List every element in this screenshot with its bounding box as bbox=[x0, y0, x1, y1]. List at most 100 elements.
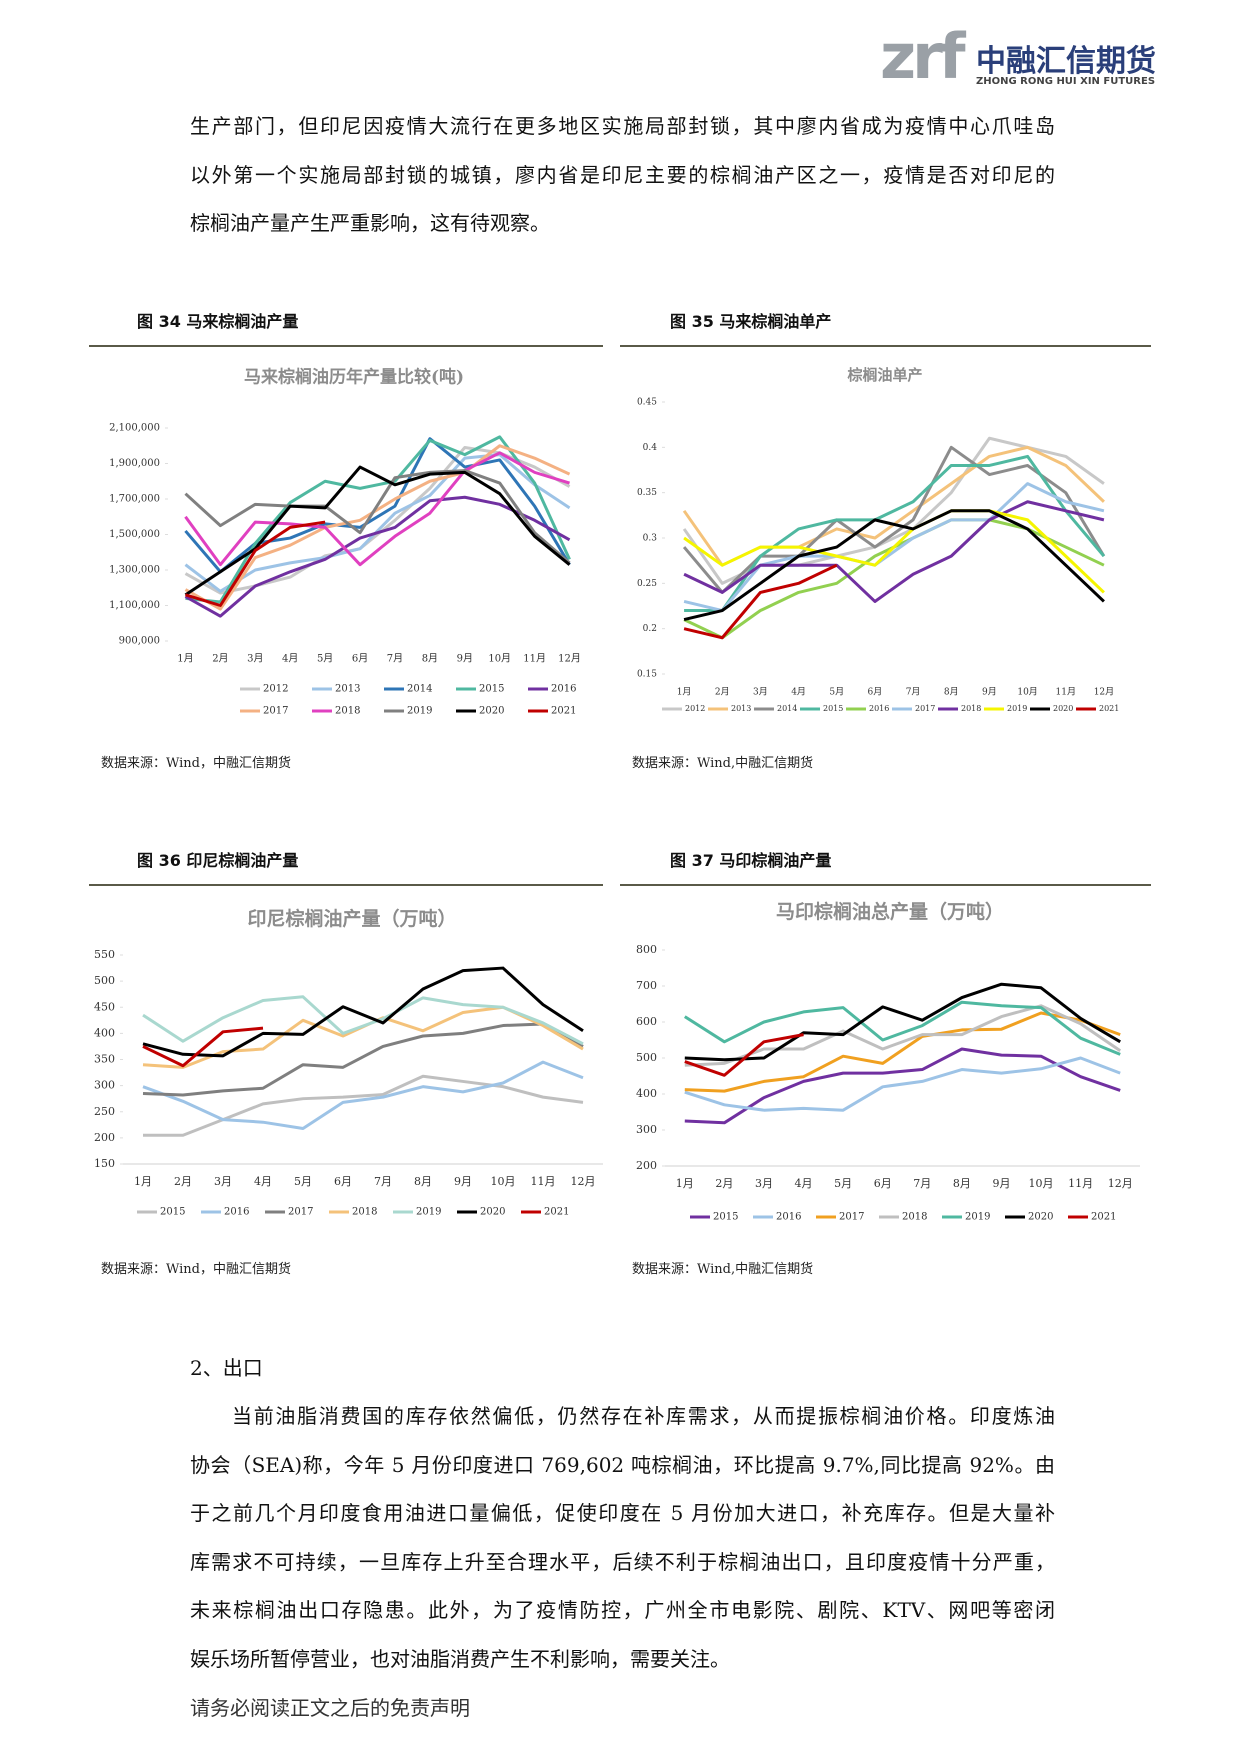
y-tick-label: 200 bbox=[636, 1159, 657, 1172]
chart-title: 马来棕榈油历年产量比较(吨) bbox=[244, 367, 464, 388]
x-tick-label: 11月 bbox=[523, 653, 546, 665]
series-line bbox=[684, 1004, 1122, 1067]
legend-label: 2017 bbox=[288, 1207, 313, 1218]
series-line bbox=[684, 1047, 1121, 1125]
x-tick-label: 3月 bbox=[753, 687, 768, 698]
x-tick-label: 8月 bbox=[953, 1177, 971, 1190]
legend-label: 2015 bbox=[713, 1212, 738, 1223]
x-tick-label: 2月 bbox=[174, 1175, 192, 1188]
legend-label: 2018 bbox=[902, 1212, 927, 1223]
legend-label: 2013 bbox=[731, 704, 751, 713]
y-tick-label: 300 bbox=[636, 1123, 657, 1136]
series-line bbox=[142, 966, 584, 1058]
series-line bbox=[683, 500, 1105, 603]
x-tick-label: 8月 bbox=[944, 687, 959, 698]
y-tick-label: 150 bbox=[94, 1157, 115, 1170]
x-tick-label: 4月 bbox=[791, 687, 806, 698]
series-line bbox=[184, 465, 571, 597]
y-tick-label: 550 bbox=[94, 948, 115, 961]
x-tick-label: 12月 bbox=[1094, 687, 1114, 698]
figure-caption: 图 34 马来棕榈油产量 bbox=[137, 312, 299, 331]
paragraph-line: 娱乐场所暂停营业，也对油脂消费产生不利影响，需要关注。 bbox=[190, 1646, 730, 1671]
x-tick-label: 7月 bbox=[913, 1177, 931, 1190]
x-tick-label: 4月 bbox=[795, 1177, 813, 1190]
series-line bbox=[142, 1026, 264, 1068]
x-tick-label: 2月 bbox=[715, 1177, 733, 1190]
x-tick-label: 6月 bbox=[868, 687, 883, 698]
legend-label: 2017 bbox=[915, 704, 935, 713]
legend-label: 2020 bbox=[479, 706, 504, 717]
x-tick-label: 10月 bbox=[1029, 1177, 1054, 1190]
figure-caption: 图 35 马来棕榈油单产 bbox=[670, 312, 832, 331]
series-line bbox=[684, 1033, 804, 1077]
legend-label: 2020 bbox=[1053, 704, 1073, 713]
legend-label: 2021 bbox=[544, 1207, 569, 1218]
x-tick-label: 2月 bbox=[715, 687, 730, 698]
series-line bbox=[683, 509, 1105, 622]
series-line bbox=[684, 454, 1106, 613]
series-line bbox=[683, 563, 838, 640]
y-tick-label: 1,100,000 bbox=[109, 600, 160, 611]
x-tick-label: 10月 bbox=[1017, 687, 1037, 698]
legend-label: 2019 bbox=[416, 1207, 441, 1218]
x-tick-label: 10月 bbox=[488, 653, 511, 665]
paragraph-line: 生产部门，但印尼因疫情大流行在更多地区实施局部封锁，其中廖内省成为疫情中心爪哇岛 bbox=[190, 114, 1055, 138]
x-tick-label: 11月 bbox=[531, 1175, 556, 1188]
y-tick-label: 1,500,000 bbox=[109, 529, 160, 540]
y-tick-label: 0.25 bbox=[637, 579, 657, 589]
x-tick-label: 1月 bbox=[177, 653, 193, 665]
legend-label: 2018 bbox=[961, 704, 981, 713]
x-tick-label: 6月 bbox=[874, 1177, 892, 1190]
y-tick-label: 450 bbox=[94, 1000, 115, 1013]
legend-label: 2016 bbox=[776, 1212, 801, 1223]
y-tick-label: 0.45 bbox=[637, 398, 657, 408]
y-tick-label: 0.35 bbox=[637, 488, 657, 498]
series-line bbox=[683, 482, 1105, 613]
legend-label: 2015 bbox=[160, 1207, 185, 1218]
x-tick-label: 3月 bbox=[214, 1175, 232, 1188]
series-line bbox=[184, 451, 570, 567]
x-tick-label: 5月 bbox=[829, 687, 844, 698]
y-tick-label: 900,000 bbox=[119, 636, 160, 647]
series-line bbox=[142, 995, 584, 1046]
series-line bbox=[684, 982, 1121, 1062]
legend-label: 2015 bbox=[479, 684, 504, 695]
legend-label: 2021 bbox=[1091, 1212, 1116, 1223]
chart-title: 印尼棕榈油产量（万吨） bbox=[247, 907, 456, 930]
series-line bbox=[185, 520, 326, 607]
series-line bbox=[184, 469, 571, 565]
x-tick-label: 11月 bbox=[1056, 687, 1076, 698]
y-tick-label: 500 bbox=[636, 1051, 657, 1064]
x-tick-label: 7月 bbox=[387, 653, 403, 665]
x-tick-label: 10月 bbox=[491, 1175, 516, 1188]
chart-title: 棕榈油单产 bbox=[847, 366, 922, 384]
x-tick-label: 5月 bbox=[294, 1175, 312, 1188]
x-tick-label: 4月 bbox=[254, 1175, 272, 1188]
x-tick-label: 8月 bbox=[414, 1175, 432, 1188]
x-tick-label: 1月 bbox=[676, 1177, 694, 1190]
y-tick-label: 0.15 bbox=[637, 670, 657, 680]
rule bbox=[620, 884, 1151, 886]
legend-label: 2020 bbox=[480, 1207, 505, 1218]
paragraph-line: 于之前几个月印度食用油进口量偏低，促使印度在 5 月份加大进口，补充库存。但是大… bbox=[190, 1501, 1055, 1525]
legend-label: 2017 bbox=[263, 706, 288, 717]
paragraph-line: 库需求不可持续，一旦库存上升至合理水平，后续不利于棕榈油出口，且印度疫情十分严重… bbox=[190, 1549, 1055, 1574]
legend-label: 2016 bbox=[869, 704, 889, 713]
rule bbox=[89, 884, 603, 886]
legend-label: 2017 bbox=[839, 1212, 864, 1223]
y-tick-label: 600 bbox=[636, 1015, 657, 1028]
legend-label: 2012 bbox=[685, 704, 705, 713]
paragraph-line: 以外第一个实施局部封锁的城镇，廖内省是印尼主要的棕榈油产区之一，疫情是否对印尼的 bbox=[190, 162, 1055, 187]
paragraph-line: 协会（SEA)称，今年 5 月份印度进口 769,602 吨棕榈油，环比提高 9… bbox=[190, 1452, 1055, 1477]
figure-source: 数据来源：Wind，中融汇信期货 bbox=[101, 756, 291, 771]
x-tick-label: 9月 bbox=[454, 1175, 472, 1188]
legend-label: 2021 bbox=[1099, 704, 1119, 713]
y-tick-label: 0.4 bbox=[643, 443, 658, 453]
figure-source: 数据来源：Wind,中融汇信期货 bbox=[632, 756, 814, 771]
x-tick-label: 9月 bbox=[982, 687, 997, 698]
figure-caption: 图 36 印尼棕榈油产量 bbox=[137, 851, 299, 870]
y-tick-label: 250 bbox=[94, 1105, 115, 1118]
paragraph-line: 未来棕榈油出口存隐患。此外，为了疫情防控，广州全市电影院、剧院、KTV、网吧等密… bbox=[190, 1598, 1055, 1622]
series-line bbox=[142, 1060, 584, 1130]
